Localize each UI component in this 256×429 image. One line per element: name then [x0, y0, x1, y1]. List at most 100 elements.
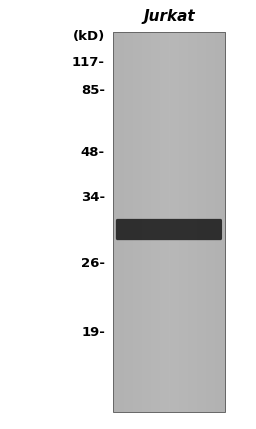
- Text: 19-: 19-: [81, 326, 105, 339]
- Bar: [215, 32, 216, 412]
- Bar: [220, 32, 221, 412]
- Bar: [122, 32, 123, 412]
- Bar: [167, 32, 168, 412]
- Bar: [189, 32, 190, 412]
- Bar: [169, 32, 170, 412]
- Bar: [174, 32, 175, 412]
- Bar: [143, 32, 144, 412]
- Bar: [171, 32, 172, 412]
- Bar: [214, 32, 215, 412]
- Bar: [126, 32, 127, 412]
- Bar: [117, 32, 119, 412]
- Bar: [150, 32, 151, 412]
- Bar: [198, 32, 199, 412]
- Bar: [128, 32, 129, 412]
- Bar: [205, 32, 206, 412]
- Bar: [199, 32, 200, 412]
- Bar: [175, 32, 176, 412]
- Bar: [119, 32, 120, 412]
- Bar: [162, 32, 163, 412]
- Bar: [155, 32, 156, 412]
- FancyBboxPatch shape: [116, 219, 222, 240]
- Bar: [193, 32, 194, 412]
- Bar: [147, 32, 148, 412]
- Bar: [157, 32, 158, 412]
- Bar: [173, 32, 174, 412]
- Bar: [183, 32, 184, 412]
- Bar: [201, 32, 202, 412]
- Bar: [113, 32, 225, 412]
- Bar: [194, 32, 196, 412]
- Bar: [154, 32, 155, 412]
- Bar: [207, 32, 208, 412]
- Bar: [172, 32, 173, 412]
- Text: 48-: 48-: [81, 146, 105, 159]
- Bar: [223, 32, 225, 412]
- Bar: [204, 32, 205, 412]
- Bar: [176, 32, 178, 412]
- Bar: [149, 32, 151, 412]
- Bar: [133, 32, 134, 412]
- Bar: [163, 32, 165, 412]
- Bar: [138, 32, 139, 412]
- Text: (kD): (kD): [73, 30, 105, 43]
- Bar: [115, 32, 117, 412]
- Bar: [161, 32, 162, 412]
- Bar: [170, 32, 171, 412]
- Text: Jurkat: Jurkat: [143, 9, 195, 24]
- Bar: [146, 32, 148, 412]
- Bar: [221, 32, 222, 412]
- Bar: [159, 32, 161, 412]
- Bar: [136, 32, 137, 412]
- Bar: [165, 32, 166, 412]
- Text: 26-: 26-: [81, 257, 105, 270]
- Bar: [179, 32, 180, 412]
- Bar: [158, 32, 159, 412]
- Bar: [113, 32, 114, 412]
- Bar: [151, 32, 152, 412]
- Bar: [114, 32, 115, 412]
- Bar: [148, 32, 150, 412]
- Bar: [137, 32, 138, 412]
- Bar: [120, 32, 121, 412]
- Bar: [121, 32, 122, 412]
- Bar: [216, 32, 217, 412]
- Bar: [116, 32, 118, 412]
- Bar: [123, 32, 124, 412]
- Bar: [185, 32, 186, 412]
- Bar: [178, 32, 179, 412]
- Bar: [131, 32, 133, 412]
- Bar: [144, 32, 145, 412]
- Bar: [184, 32, 185, 412]
- Text: 85-: 85-: [81, 84, 105, 97]
- Bar: [221, 32, 223, 412]
- Bar: [166, 32, 167, 412]
- Bar: [190, 32, 191, 412]
- Bar: [164, 32, 165, 412]
- Bar: [130, 32, 131, 412]
- Bar: [135, 32, 136, 412]
- Bar: [219, 32, 220, 412]
- Bar: [218, 32, 219, 412]
- Bar: [200, 32, 201, 412]
- Bar: [176, 32, 177, 412]
- Bar: [197, 32, 198, 412]
- Bar: [132, 32, 134, 412]
- Bar: [190, 32, 192, 412]
- Bar: [129, 32, 130, 412]
- Bar: [114, 32, 116, 412]
- Bar: [211, 32, 212, 412]
- Bar: [139, 32, 140, 412]
- Bar: [217, 32, 218, 412]
- Bar: [187, 32, 188, 412]
- Bar: [156, 32, 157, 412]
- Bar: [168, 32, 169, 412]
- Text: 34-: 34-: [81, 191, 105, 204]
- Bar: [125, 32, 126, 412]
- Bar: [195, 32, 196, 412]
- Bar: [127, 32, 128, 412]
- Bar: [153, 32, 154, 412]
- Bar: [145, 32, 146, 412]
- Bar: [145, 32, 147, 412]
- Bar: [202, 32, 203, 412]
